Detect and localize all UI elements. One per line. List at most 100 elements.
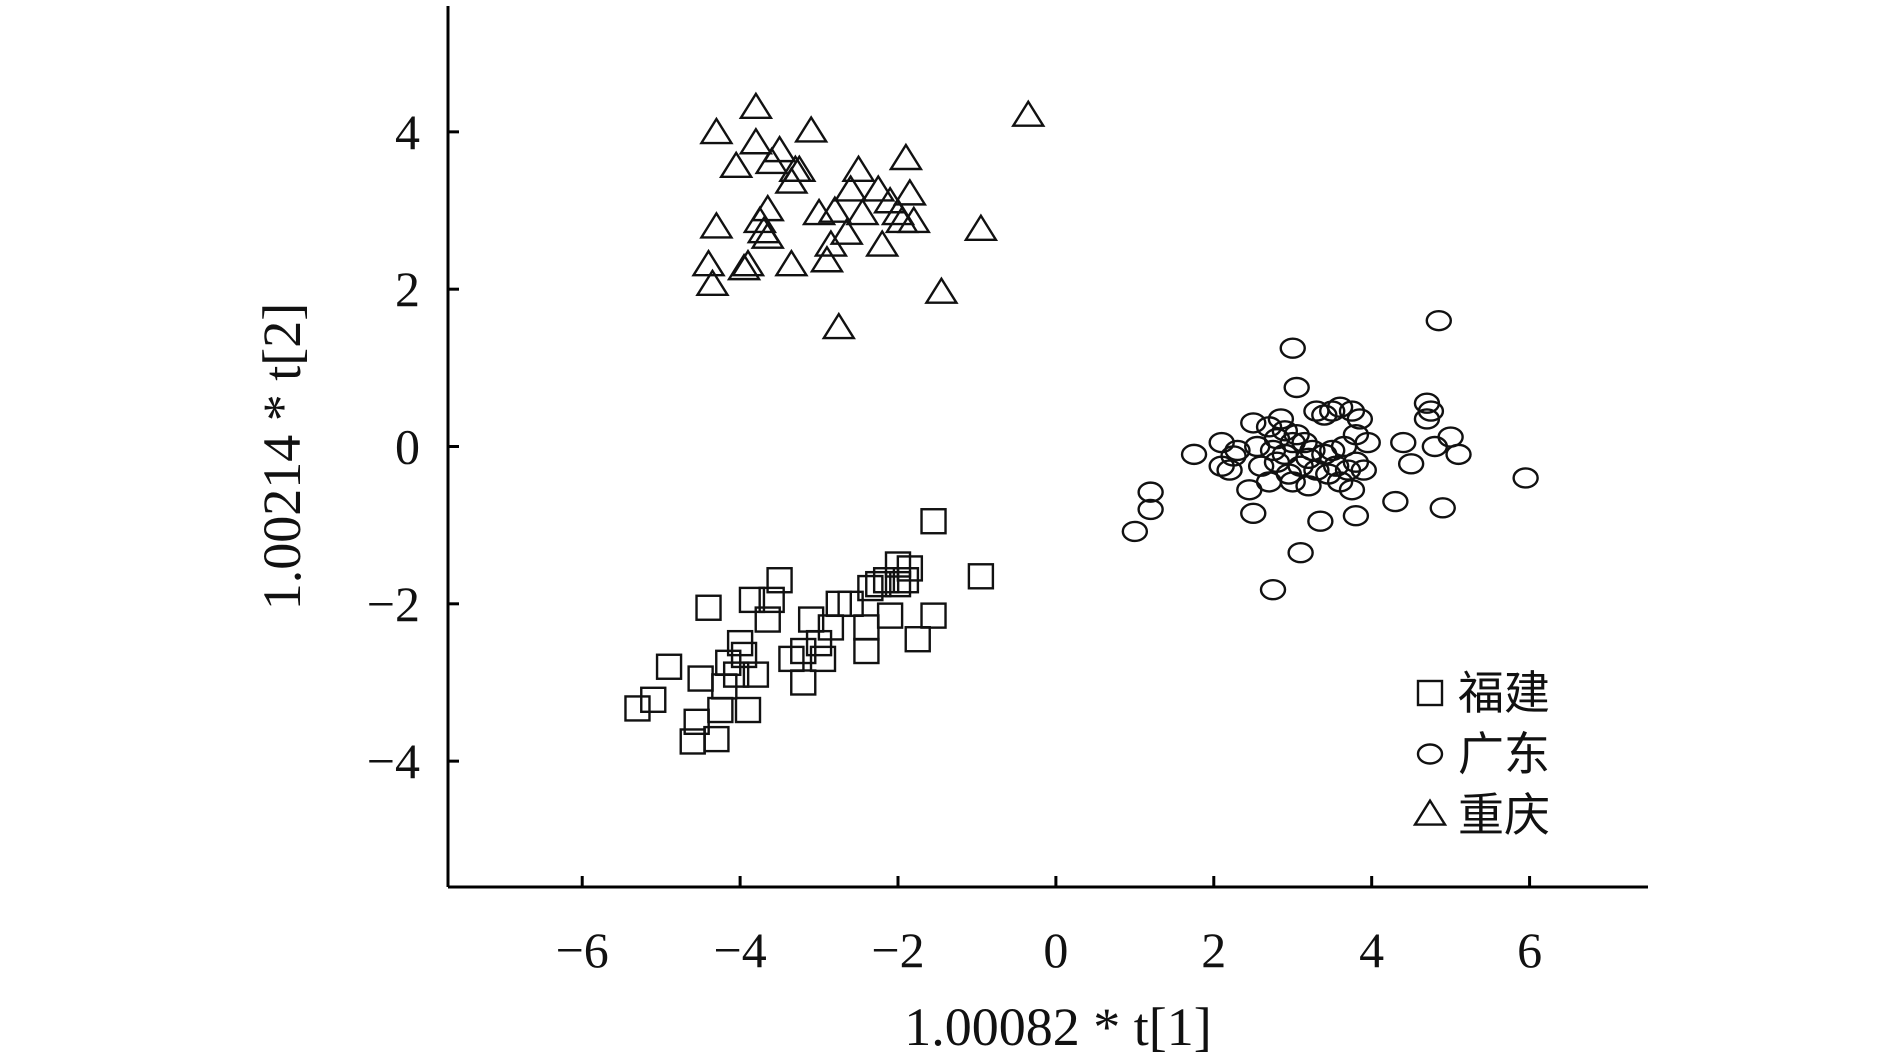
x-tick-label: −6 xyxy=(556,922,609,978)
point-circle xyxy=(1216,459,1243,481)
point-triangle xyxy=(841,154,876,182)
point-circle xyxy=(1338,479,1366,501)
legend-marker-square xyxy=(1416,679,1444,707)
y-axis-ticks: −4 −2 0 2 4 xyxy=(367,104,459,789)
point-triangle xyxy=(750,221,785,249)
legend-label: 重庆 xyxy=(1458,788,1550,842)
point-triangle xyxy=(888,142,924,171)
point-triangle xyxy=(782,154,817,182)
point-circle xyxy=(1287,541,1314,564)
point-square xyxy=(734,696,762,724)
point-circle xyxy=(1425,309,1452,332)
point-circle xyxy=(1283,376,1310,399)
point-circle xyxy=(1342,505,1370,527)
point-triangle xyxy=(730,248,766,277)
point-triangle xyxy=(1011,99,1046,127)
series-triangle xyxy=(691,91,1046,340)
x-tick-label: 6 xyxy=(1517,922,1542,978)
point-circle xyxy=(1240,412,1267,434)
legend-item: 福建 xyxy=(1416,666,1550,720)
point-circle xyxy=(1421,435,1449,458)
y-tick-label: −4 xyxy=(367,733,420,789)
x-tick-label: 0 xyxy=(1043,922,1068,978)
point-triangle xyxy=(861,174,896,202)
y-tick-label: 2 xyxy=(395,261,420,317)
point-triangle xyxy=(793,115,829,143)
y-axis-title: 1.00214 * t[2] xyxy=(252,303,312,610)
point-triangle xyxy=(821,311,856,340)
point-circle xyxy=(1137,498,1164,521)
point-circle xyxy=(1429,497,1456,519)
y-tick-label: 0 xyxy=(395,419,420,475)
point-square xyxy=(790,669,817,696)
point-circle xyxy=(1259,578,1287,601)
point-circle xyxy=(1346,408,1374,430)
legend-marker-circle xyxy=(1416,743,1444,765)
x-tick-label: −4 xyxy=(714,922,767,978)
point-circle xyxy=(1390,431,1417,454)
point-triangle xyxy=(738,126,774,155)
point-circle xyxy=(1267,408,1295,430)
point-triangle xyxy=(809,244,845,273)
point-triangle xyxy=(691,248,726,277)
x-tick-label: 4 xyxy=(1359,922,1384,978)
series-square xyxy=(624,508,995,755)
point-triangle xyxy=(865,229,900,257)
point-circle xyxy=(1307,510,1334,532)
legend-label: 福建 xyxy=(1458,666,1550,720)
x-tick-label: 2 xyxy=(1201,922,1226,978)
point-triangle xyxy=(801,197,837,226)
point-circle xyxy=(1271,420,1299,442)
point-square xyxy=(742,661,770,688)
point-triangle xyxy=(726,252,762,281)
point-square xyxy=(865,570,892,598)
point-square xyxy=(967,563,995,590)
point-circle xyxy=(1322,455,1350,477)
point-circle xyxy=(1121,520,1149,543)
point-square xyxy=(876,602,904,629)
point-square xyxy=(809,645,837,673)
point-triangle xyxy=(892,178,928,206)
point-circle xyxy=(1417,400,1445,422)
point-square xyxy=(687,665,714,692)
point-circle xyxy=(1180,443,1208,466)
point-square xyxy=(920,508,947,535)
point-triangle xyxy=(699,211,734,239)
point-square xyxy=(837,590,864,618)
legend-item: 广东 xyxy=(1416,727,1550,781)
point-square xyxy=(754,606,781,633)
point-square xyxy=(758,586,785,614)
point-circle xyxy=(1137,481,1164,503)
point-circle xyxy=(1326,396,1354,418)
point-triangle xyxy=(896,205,931,234)
point-circle xyxy=(1354,431,1381,454)
point-circle xyxy=(1319,400,1346,422)
legend-item: 重庆 xyxy=(1412,788,1550,842)
point-circle xyxy=(1445,443,1472,466)
y-tick-label: −2 xyxy=(367,576,420,632)
point-triangle xyxy=(817,195,853,223)
point-circle xyxy=(1350,459,1377,481)
point-circle xyxy=(1512,467,1539,489)
legend-marker-triangle xyxy=(1412,798,1448,826)
point-square xyxy=(738,586,766,614)
point-circle xyxy=(1224,439,1251,462)
plot-area: −6 −4 −2 0 2 4 6 −4 −2 0 2 4 xyxy=(367,6,1648,978)
point-circle xyxy=(1382,490,1409,513)
point-square xyxy=(703,725,730,753)
point-triangle xyxy=(718,150,754,179)
point-circle xyxy=(1240,502,1267,525)
x-axis-ticks: −6 −4 −2 0 2 4 6 xyxy=(556,876,1542,978)
point-triangle xyxy=(833,174,868,202)
point-circle xyxy=(1279,337,1306,359)
point-square xyxy=(624,695,651,722)
point-square xyxy=(920,602,947,629)
point-triangle xyxy=(845,197,880,226)
point-circle xyxy=(1220,445,1247,467)
point-square xyxy=(790,637,817,665)
point-circle xyxy=(1319,439,1346,462)
point-triangle xyxy=(924,276,959,304)
point-square xyxy=(722,661,750,688)
